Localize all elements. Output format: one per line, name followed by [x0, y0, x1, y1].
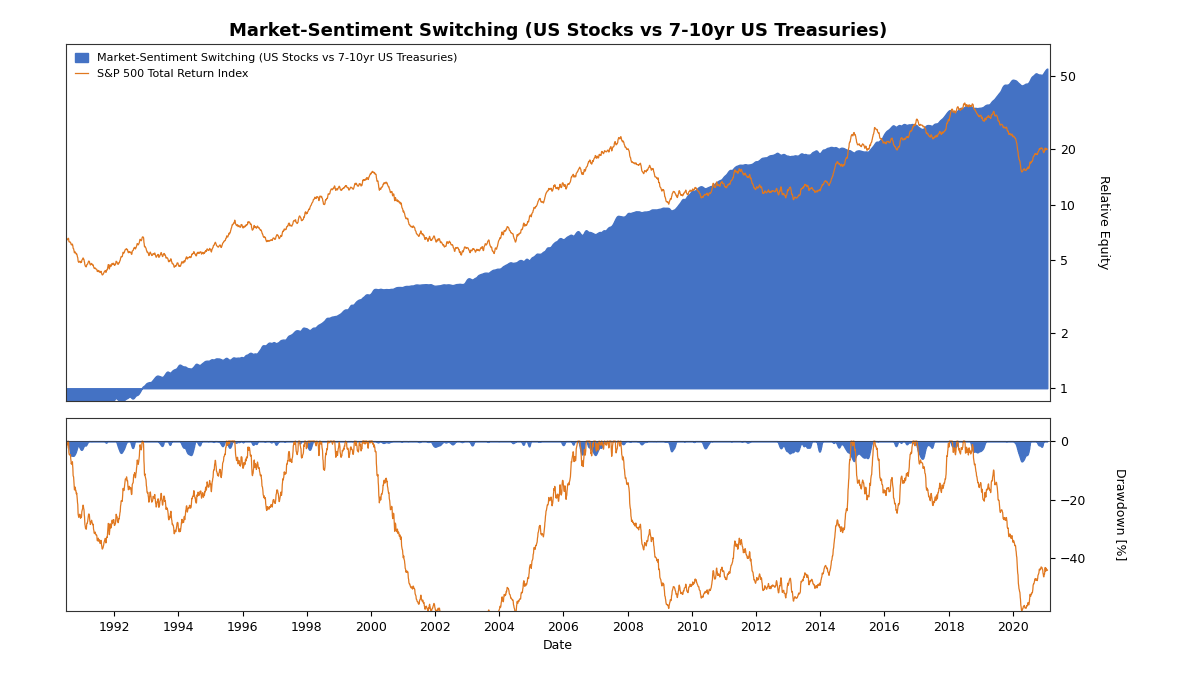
Y-axis label: Drawdown [%]: Drawdown [%]	[1114, 468, 1127, 560]
Line: S&P 500 Total Return Index: S&P 500 Total Return Index	[50, 103, 1048, 275]
X-axis label: Date: Date	[542, 639, 574, 652]
Legend: Market-Sentiment Switching (US Stocks vs 7-10yr US Treasuries), S&P 500 Total Re: Market-Sentiment Switching (US Stocks vs…	[72, 49, 461, 82]
Title: Market-Sentiment Switching (US Stocks vs 7-10yr US Treasuries): Market-Sentiment Switching (US Stocks vs…	[229, 22, 887, 40]
Y-axis label: Relative Equity: Relative Equity	[1097, 176, 1110, 270]
